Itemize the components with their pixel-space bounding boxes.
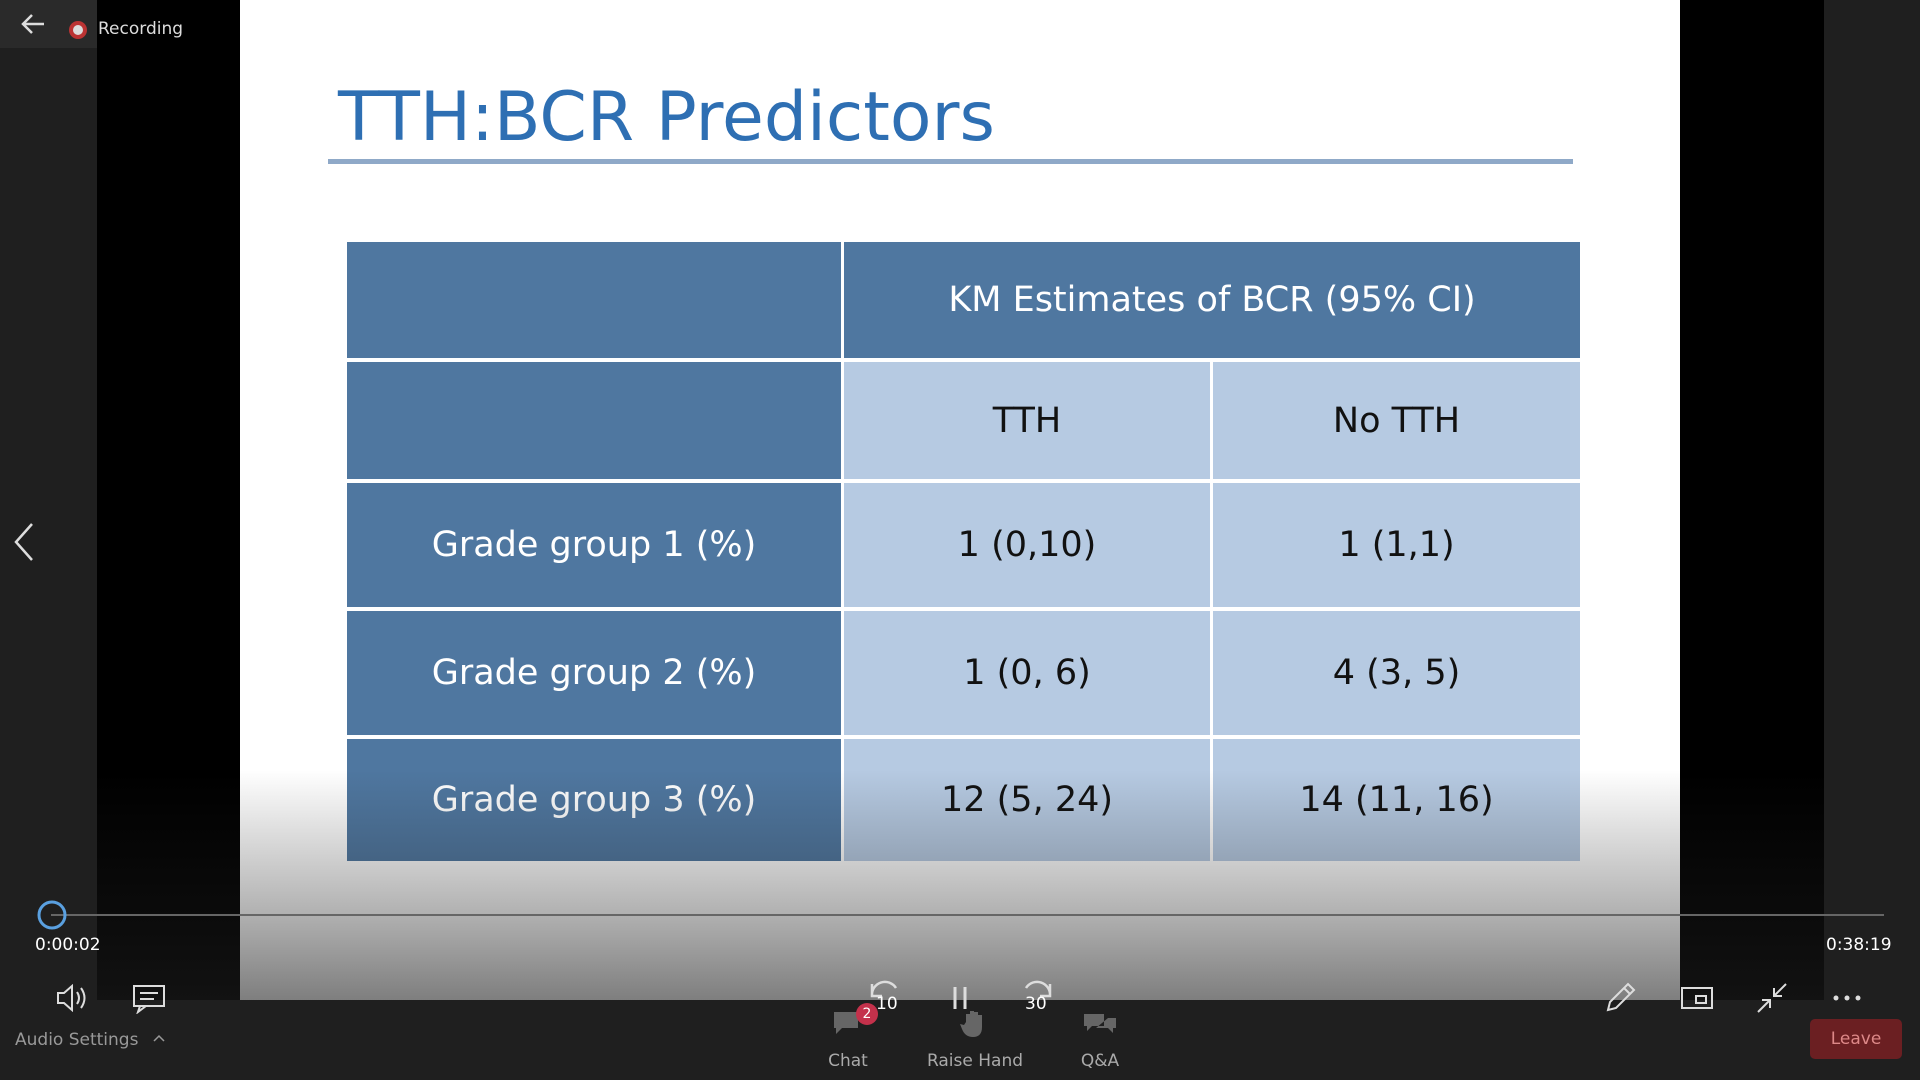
duration: 0:38:19 <box>1826 935 1892 955</box>
audio-settings[interactable]: Audio Settings <box>15 1030 139 1050</box>
column-header: TTH <box>844 362 1210 479</box>
captions-button[interactable] <box>132 984 166 1014</box>
table-cell: 4 (3, 5) <box>1213 611 1580 735</box>
forward-button[interactable] <box>1016 980 1056 1010</box>
elapsed-time: 0:00:02 <box>35 935 101 955</box>
layout-button[interactable] <box>1680 986 1714 1010</box>
progress-track[interactable] <box>51 914 1884 916</box>
table-corner <box>347 242 841 358</box>
forward-seconds: 30 <box>1025 994 1047 1014</box>
pen-button[interactable] <box>1604 980 1636 1014</box>
pause-button[interactable] <box>950 985 970 1011</box>
progress-handle[interactable] <box>36 900 68 932</box>
row-header: Grade group 1 (%) <box>347 483 841 607</box>
chat-label[interactable]: Chat <box>828 1051 868 1071</box>
table-header: KM Estimates of BCR (95% CI) <box>844 242 1580 358</box>
controls-overlay <box>0 770 1920 1010</box>
raise-hand-label[interactable]: Raise Hand <box>926 1051 1024 1071</box>
rewind-seconds: 10 <box>876 994 898 1014</box>
row-header: Grade group 2 (%) <box>347 611 841 735</box>
recording-icon <box>69 21 87 39</box>
bottom-bar <box>0 1000 1920 1080</box>
qa-icon[interactable] <box>1082 1010 1118 1040</box>
qa-label[interactable]: Q&A <box>1080 1051 1120 1071</box>
chat-icon[interactable] <box>830 1008 866 1038</box>
table-cell: 1 (0, 6) <box>844 611 1210 735</box>
back-button[interactable] <box>20 12 46 36</box>
title-underline <box>328 159 1573 164</box>
exit-fullscreen-button[interactable] <box>1756 982 1788 1014</box>
raise-hand-icon[interactable] <box>960 1008 990 1040</box>
chat-badge: 2 <box>856 1003 878 1025</box>
slide-title: TTH:BCR Predictors <box>338 78 995 157</box>
audio-settings-caret[interactable] <box>152 1032 166 1044</box>
leave-button[interactable]: Leave <box>1810 1019 1902 1059</box>
table-cell: 1 (0,10) <box>844 483 1210 607</box>
previous-slide[interactable] <box>12 522 36 562</box>
table-cell: 1 (1,1) <box>1213 483 1580 607</box>
volume-button[interactable] <box>56 984 90 1012</box>
recording-label: Recording <box>98 19 184 39</box>
more-button[interactable] <box>1832 994 1862 1002</box>
table: KM Estimates of BCR (95% CI) TTH No TTH … <box>347 242 1580 861</box>
column-header: No TTH <box>1213 362 1580 479</box>
rewind-button[interactable] <box>866 980 906 1010</box>
table-corner <box>347 362 841 479</box>
